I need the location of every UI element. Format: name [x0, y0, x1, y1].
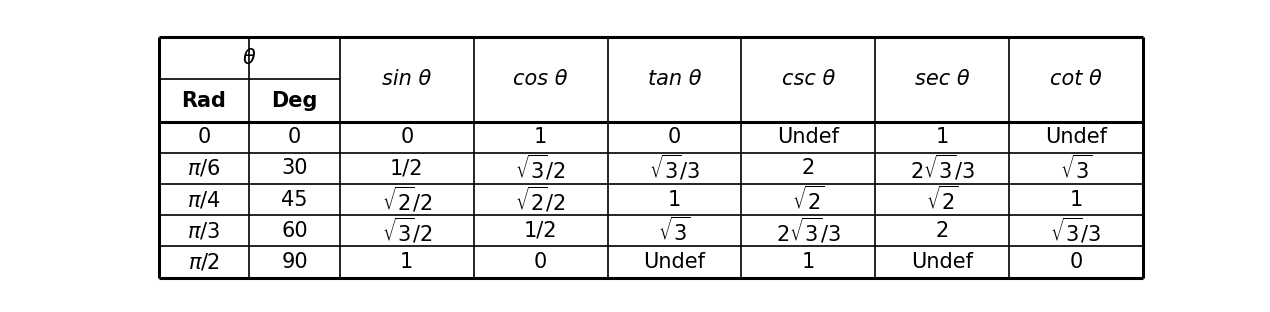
- Text: 0: 0: [288, 127, 301, 147]
- Text: 0: 0: [1069, 252, 1083, 272]
- Text: 1/2: 1/2: [390, 158, 423, 178]
- Text: 45: 45: [282, 190, 307, 210]
- Text: $\sqrt{3}/3$: $\sqrt{3}/3$: [649, 154, 700, 183]
- Text: 0: 0: [197, 127, 211, 147]
- Text: 0: 0: [400, 127, 414, 147]
- Text: $\theta$: $\theta$: [243, 48, 257, 68]
- Text: 1: 1: [936, 127, 949, 147]
- Text: 1: 1: [533, 127, 547, 147]
- Text: Undef: Undef: [777, 127, 839, 147]
- Text: 1: 1: [1069, 190, 1083, 210]
- Text: tan θ: tan θ: [648, 70, 701, 90]
- Text: 60: 60: [281, 221, 307, 241]
- Text: Undef: Undef: [911, 252, 973, 272]
- Text: 0: 0: [668, 127, 681, 147]
- Text: 1: 1: [668, 190, 681, 210]
- Text: $\pi/3$: $\pi/3$: [188, 220, 221, 241]
- Text: $\pi/2$: $\pi/2$: [188, 251, 220, 273]
- Text: $\sqrt{3}$: $\sqrt{3}$: [1059, 154, 1092, 183]
- Text: $\sqrt{2}/2$: $\sqrt{2}/2$: [381, 185, 432, 214]
- Text: 1: 1: [400, 252, 414, 272]
- Text: $\sqrt{3}/2$: $\sqrt{3}/2$: [516, 154, 566, 183]
- Text: $\sqrt{2}/2$: $\sqrt{2}/2$: [516, 185, 566, 214]
- Text: sec θ: sec θ: [914, 70, 969, 90]
- Text: Deg: Deg: [272, 90, 318, 110]
- Text: cos θ: cos θ: [513, 70, 568, 90]
- Text: 2: 2: [801, 158, 815, 178]
- Text: $\sqrt{2}$: $\sqrt{2}$: [792, 185, 824, 214]
- Text: Undef: Undef: [644, 252, 706, 272]
- Text: 90: 90: [281, 252, 307, 272]
- Text: sin θ: sin θ: [382, 70, 432, 90]
- Text: $\sqrt{2}$: $\sqrt{2}$: [926, 185, 959, 214]
- Text: 1/2: 1/2: [525, 221, 558, 241]
- Text: 2: 2: [936, 221, 949, 241]
- Text: $\sqrt{3}$: $\sqrt{3}$: [658, 217, 691, 245]
- Text: 30: 30: [282, 158, 307, 178]
- Text: $\pi/4$: $\pi/4$: [187, 189, 221, 210]
- Text: $2\sqrt{3}/3$: $2\sqrt{3}/3$: [776, 216, 841, 246]
- Text: $\sqrt{3}/2$: $\sqrt{3}/2$: [381, 216, 432, 246]
- Text: $\pi/6$: $\pi/6$: [187, 158, 221, 179]
- Text: Rad: Rad: [182, 90, 226, 110]
- Text: $2\sqrt{3}/3$: $2\sqrt{3}/3$: [909, 154, 974, 183]
- Text: csc θ: csc θ: [782, 70, 834, 90]
- Text: Undef: Undef: [1045, 127, 1107, 147]
- Text: $\sqrt{3}/3$: $\sqrt{3}/3$: [1050, 216, 1102, 246]
- Text: 1: 1: [801, 252, 815, 272]
- Text: 0: 0: [533, 252, 547, 272]
- Text: cot θ: cot θ: [1050, 70, 1102, 90]
